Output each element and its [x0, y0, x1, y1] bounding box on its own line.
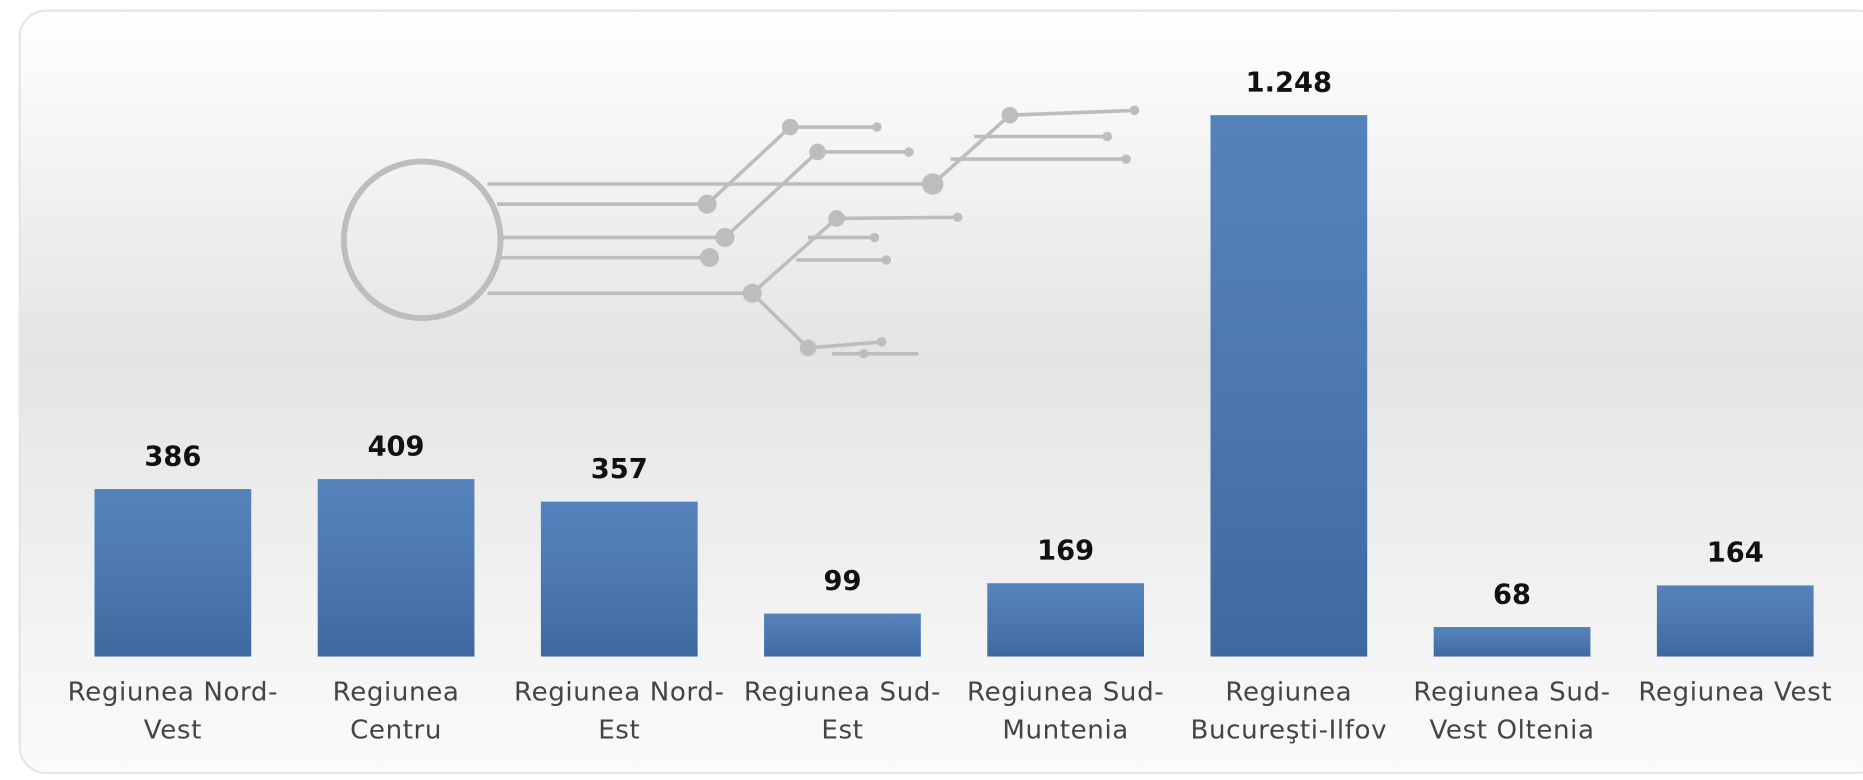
x-tick-label-box: Regiunea Nord-Est	[514, 677, 725, 746]
bar-shade	[317, 479, 475, 657]
value-label: 386	[144, 441, 201, 472]
value-label: 357	[591, 454, 648, 485]
x-tick-label: Regiunea Sud-Muntenia	[967, 677, 1165, 746]
bar-shade	[1656, 585, 1814, 657]
value-label: 409	[368, 431, 425, 462]
x-tick-label: Regiunea Bucureşti-Ilfov	[1190, 677, 1388, 746]
x-tick-label-box: Regiunea Vest	[1638, 677, 1833, 708]
x-tick-label: Regiunea Sud-Est	[743, 677, 942, 746]
x-tick-label: Regiunea Sud-Vest Oltenia	[1413, 677, 1611, 746]
x-tick-label: Regiunea Nord-Est	[514, 677, 725, 746]
circuit-decoration	[340, 105, 1140, 359]
x-tick-label: Regiunea Nord-Vest	[67, 677, 279, 746]
value-label: 68	[1493, 579, 1531, 610]
background	[18, 9, 1863, 775]
x-tick-label-box: Regiunea Nord-Vest	[67, 677, 279, 746]
bar-shade	[94, 489, 252, 657]
x-tick-label: Regiunea Vest	[1638, 677, 1833, 708]
value-label: 169	[1037, 535, 1094, 566]
bar-shade	[764, 613, 921, 657]
x-tick-label-box: Regiunea Sud-Muntenia	[967, 677, 1165, 746]
bar-shade	[1210, 115, 1368, 657]
x-tick-label-box: Regiunea Sud-Est	[743, 677, 942, 746]
x-tick-label-box: Regiunea Sud-Vest Oltenia	[1413, 677, 1611, 746]
value-label: 164	[1707, 538, 1764, 569]
x-tick-label-box: Regiunea Centru	[332, 677, 460, 746]
bar-shade	[540, 501, 698, 657]
value-label: 1.248	[1246, 67, 1332, 98]
x-tick-label-box: Regiunea Bucureşti-Ilfov	[1190, 677, 1388, 746]
bar-shade	[987, 583, 1145, 657]
value-label: 99	[823, 566, 861, 597]
bar-shade	[1433, 627, 1591, 657]
x-tick-label: Regiunea Centru	[332, 677, 460, 746]
